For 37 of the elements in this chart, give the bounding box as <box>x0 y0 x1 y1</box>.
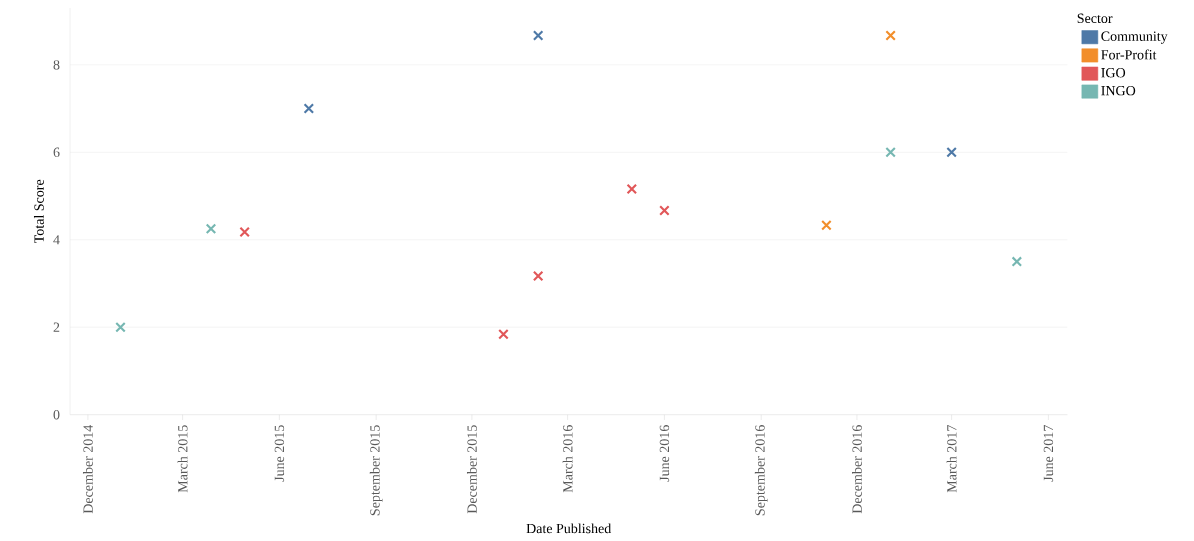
point <box>532 30 544 41</box>
y-tick-label: 4 <box>53 235 60 245</box>
x-tick-label: June 2017 <box>1043 425 1054 482</box>
x-tick-label: December 2016 <box>852 425 862 514</box>
point <box>115 321 126 333</box>
point <box>303 103 315 114</box>
legend-label: For-Profit <box>1101 49 1157 60</box>
x-tick-label: June 2016 <box>659 425 670 482</box>
point <box>885 30 896 41</box>
y-tick-label: 2 <box>53 322 60 332</box>
y-tick-label: 0 <box>53 409 60 420</box>
legend-label: INGO <box>1101 85 1136 96</box>
x-tick-label: March 2016 <box>562 425 573 493</box>
x-tick-label: June 2015 <box>274 425 285 482</box>
legend-label: IGO <box>1101 68 1126 78</box>
x-tick-label: September 2016 <box>754 425 768 516</box>
y-tick-label: 8 <box>53 60 60 70</box>
y-tick-label: 6 <box>53 147 60 158</box>
x-tick-label: March 2017 <box>946 425 957 493</box>
legend-title: Sector <box>1077 13 1113 24</box>
point <box>239 226 250 238</box>
x-tick-label: September 2015 <box>369 425 383 516</box>
x-tick-label: March 2015 <box>177 425 188 493</box>
point <box>626 183 638 195</box>
point <box>205 223 217 235</box>
point <box>821 220 832 231</box>
point <box>1011 256 1023 267</box>
y-axis-title: Total Score <box>33 179 44 244</box>
point <box>946 147 957 158</box>
point <box>498 328 509 340</box>
x-axis-title: Date Published <box>526 523 612 534</box>
point <box>532 270 544 282</box>
x-tick-label: December 2014 <box>82 424 93 514</box>
legend-label: Community <box>1101 31 1168 44</box>
point <box>659 205 670 216</box>
point <box>885 147 896 158</box>
x-tick-label: December 2015 <box>466 425 477 514</box>
